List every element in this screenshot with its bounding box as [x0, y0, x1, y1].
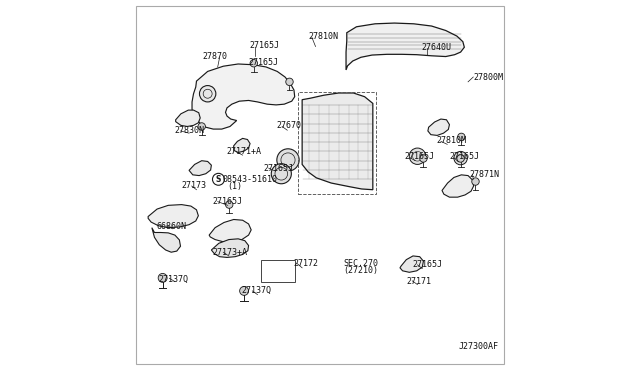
Text: 27165J: 27165J: [264, 164, 294, 173]
Text: 27810N: 27810N: [308, 32, 338, 41]
Text: 27137Q: 27137Q: [158, 275, 188, 283]
Text: 27165J: 27165J: [405, 153, 435, 161]
Circle shape: [277, 149, 299, 171]
Text: 27640U: 27640U: [421, 43, 451, 52]
Polygon shape: [189, 161, 211, 176]
Text: 27800M: 27800M: [473, 73, 503, 82]
Text: 27670: 27670: [276, 121, 301, 130]
Polygon shape: [148, 205, 198, 228]
Polygon shape: [346, 23, 465, 70]
Circle shape: [225, 201, 233, 208]
Text: SEC.270: SEC.270: [343, 259, 378, 268]
Circle shape: [212, 173, 225, 185]
Polygon shape: [400, 256, 424, 272]
Bar: [298, 92, 376, 194]
Polygon shape: [234, 138, 250, 153]
Text: 27165J: 27165J: [250, 41, 279, 50]
Text: 27171+A: 27171+A: [227, 147, 261, 156]
Circle shape: [271, 164, 291, 184]
Circle shape: [198, 123, 205, 130]
Text: 08543-51610: 08543-51610: [223, 175, 278, 184]
Text: 27171: 27171: [406, 278, 431, 286]
Polygon shape: [442, 175, 474, 197]
Text: 27810M: 27810M: [436, 136, 466, 145]
Text: 66860N: 66860N: [156, 222, 186, 231]
Bar: [261, 260, 296, 282]
Text: 27165J: 27165J: [412, 260, 442, 269]
Circle shape: [250, 60, 257, 67]
Text: 27165J: 27165J: [449, 153, 479, 161]
Circle shape: [239, 286, 248, 295]
Text: 27173+A: 27173+A: [213, 248, 248, 257]
Circle shape: [158, 273, 167, 282]
Text: 27173: 27173: [182, 181, 207, 190]
Polygon shape: [175, 110, 200, 126]
Text: 27165J: 27165J: [213, 197, 243, 206]
Circle shape: [286, 78, 293, 86]
Text: (27210): (27210): [343, 266, 378, 275]
Circle shape: [410, 148, 426, 164]
Circle shape: [457, 155, 465, 162]
Polygon shape: [192, 64, 294, 129]
Text: (1): (1): [228, 182, 243, 191]
Polygon shape: [428, 119, 449, 135]
Circle shape: [200, 86, 216, 102]
Text: 27137Q: 27137Q: [241, 286, 271, 295]
Polygon shape: [209, 219, 251, 242]
Circle shape: [458, 133, 465, 141]
Text: 27871N: 27871N: [470, 170, 500, 179]
Circle shape: [420, 155, 427, 162]
Text: 27172: 27172: [293, 259, 318, 268]
Text: 27870: 27870: [203, 52, 228, 61]
Polygon shape: [211, 239, 248, 257]
Text: 27830N: 27830N: [174, 126, 204, 135]
Polygon shape: [302, 93, 373, 190]
Circle shape: [454, 151, 467, 165]
Text: 27165J: 27165J: [248, 58, 278, 67]
Text: S: S: [216, 175, 221, 184]
Polygon shape: [152, 228, 180, 252]
Circle shape: [472, 178, 479, 185]
Text: J27300AF: J27300AF: [458, 342, 499, 351]
